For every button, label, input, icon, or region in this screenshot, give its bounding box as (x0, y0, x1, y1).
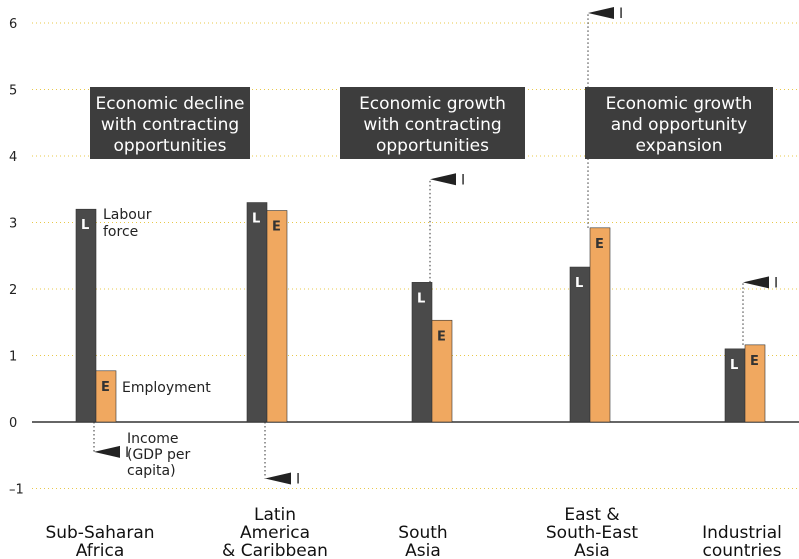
bar-employment (589, 227, 611, 423)
region-box-text: Economic growth (359, 94, 506, 114)
region-box-text: with contracting (101, 115, 239, 135)
region-box (585, 87, 773, 159)
category-label: Industrial (702, 523, 782, 543)
income-letter-i: I (619, 6, 623, 22)
region-box-text: opportunities (113, 136, 226, 156)
category-label: Latin (254, 505, 296, 525)
category-label: Sub-Saharan (45, 523, 154, 543)
bar-labour-force (246, 202, 268, 423)
bar-labour-force (75, 208, 97, 423)
y-tick-label: –1 (9, 483, 24, 498)
bar-letter-l: L (252, 212, 260, 227)
income-letter-i: I (461, 172, 465, 188)
y-tick-label: 5 (9, 84, 17, 99)
labour-force-annotation-line2: force (103, 224, 138, 240)
bar-letter-e: E (595, 237, 604, 252)
income-annotation-line: Income (127, 431, 179, 447)
income-layer: I I I I I (93, 6, 778, 488)
income-flag-marker (430, 173, 456, 186)
bar-employment (95, 370, 117, 423)
income-letter-i: I (296, 472, 300, 488)
region-box-text: expansion (636, 136, 723, 156)
category-label: South (398, 523, 447, 543)
bar-letter-e: E (750, 354, 759, 369)
region-box-text: Economic growth (606, 94, 753, 114)
region-box-text: with contracting (363, 115, 501, 135)
income-annotation-line: capita) (127, 463, 176, 479)
category-label: East & (564, 505, 619, 525)
bar-employment (431, 319, 453, 423)
y-tick-label: 0 (9, 416, 17, 431)
bar-letter-l: L (417, 291, 425, 306)
bar-letter-l: L (575, 276, 583, 291)
bar-letter-e: E (272, 220, 281, 235)
category-label: America (240, 523, 310, 543)
category-label: South-East (546, 523, 639, 543)
category-label: countries (703, 541, 782, 559)
bar-letter-l: L (730, 358, 738, 373)
income-letter-i: I (125, 445, 129, 461)
region-box (340, 87, 525, 159)
income-letter-i: I (774, 275, 778, 291)
region-box (90, 87, 250, 159)
bar-letter-l: L (81, 218, 89, 233)
y-tick-label: 6 (9, 17, 17, 32)
bar-letter-e: E (437, 329, 446, 344)
y-tick-label: 4 (9, 150, 17, 165)
income-annotation-line: (GDP per (127, 447, 190, 463)
income-flag-marker (94, 445, 120, 458)
bar-employment (266, 210, 288, 423)
region-box-text: opportunities (376, 136, 489, 156)
y-tick-label: 3 (9, 217, 17, 232)
bar-employment (744, 344, 766, 423)
y-tick-label: 1 (9, 350, 17, 365)
region-box-text: and opportunity (611, 115, 747, 135)
region-box-text: Economic decline (96, 94, 245, 114)
y-tick-label: 2 (9, 283, 17, 298)
income-flag-marker (743, 276, 769, 289)
income-flag-marker (265, 472, 291, 485)
bar-letter-e: E (101, 380, 110, 395)
income-flag-marker (588, 7, 614, 20)
category-label: Asia (405, 541, 441, 559)
category-label: Asia (574, 541, 610, 559)
labour-force-annotation-line1: Labour (103, 207, 152, 223)
employment-annotation: Employment (122, 380, 211, 396)
category-label: Africa (76, 541, 125, 559)
category-label: & Caribbean (222, 541, 328, 559)
